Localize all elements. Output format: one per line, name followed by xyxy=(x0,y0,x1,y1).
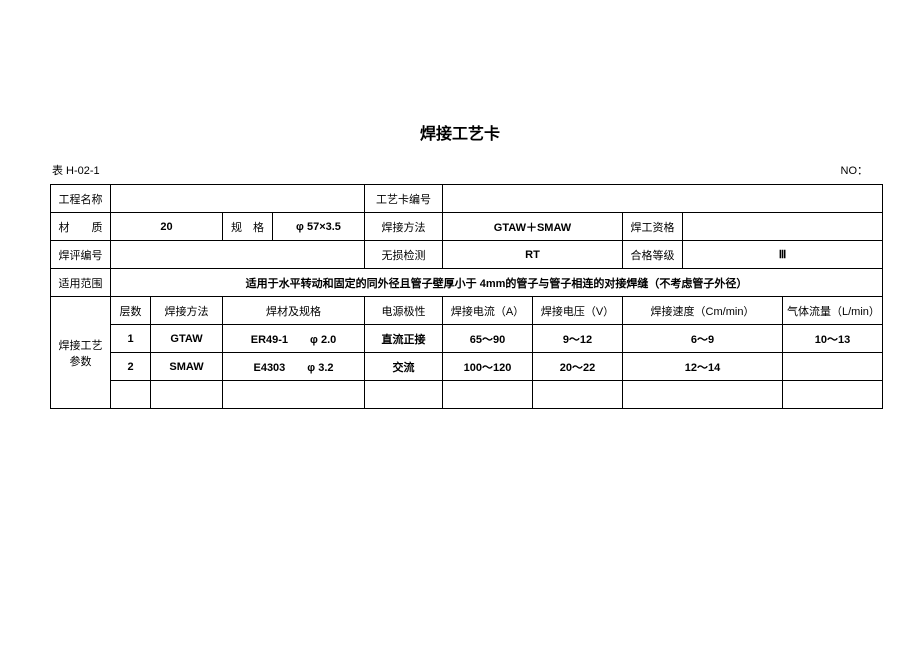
nd-test-value: RT xyxy=(443,241,623,269)
row-material: 材 质 20 规 格 φ 57×3.5 焊接方法 GTAW＋SMAW 焊工资格 xyxy=(51,213,883,241)
p2-method: SMAW xyxy=(151,353,223,381)
p1-current: 65～90 xyxy=(443,325,533,353)
row-param-header: 焊接工艺参数 层数 焊接方法 焊材及规格 电源极性 焊接电流（A） 焊接电压（V… xyxy=(51,297,883,325)
pe-method xyxy=(151,381,223,409)
pass-grade-label: 合格等级 xyxy=(623,241,683,269)
pe-gas-flow xyxy=(783,381,883,409)
row-eval: 焊评编号 无损检测 RT 合格等级 Ⅲ xyxy=(51,241,883,269)
hdr-method: 焊接方法 xyxy=(151,297,223,325)
spec-label: 规 格 xyxy=(223,213,273,241)
pass-grade-value: Ⅲ xyxy=(683,241,883,269)
scope-label: 适用范围 xyxy=(51,269,111,297)
p1-voltage: 9～12 xyxy=(533,325,623,353)
p1-speed: 6～9 xyxy=(623,325,783,353)
welder-qual-value xyxy=(683,213,883,241)
p2-speed: 12～14 xyxy=(623,353,783,381)
table-code: 表 H-02-1 xyxy=(52,162,100,178)
meta-row: 表 H-02-1 NO： xyxy=(50,162,870,178)
hdr-polarity: 电源极性 xyxy=(365,297,443,325)
p1-layer: 1 xyxy=(111,325,151,353)
hdr-current: 焊接电流（A） xyxy=(443,297,533,325)
pe-polarity xyxy=(365,381,443,409)
hdr-gas-flow: 气体流量（L/min） xyxy=(783,297,883,325)
row-project: 工程名称 工艺卡编号 xyxy=(51,185,883,213)
welder-qual-label: 焊工资格 xyxy=(623,213,683,241)
pe-current xyxy=(443,381,533,409)
weld-method-label: 焊接方法 xyxy=(365,213,443,241)
doc-title: 焊接工艺卡 xyxy=(50,120,870,144)
row-param-2: 2 SMAW E4303 φ 3.2 交流 100～120 20～22 12～1… xyxy=(51,353,883,381)
hdr-material-spec: 焊材及规格 xyxy=(223,297,365,325)
p1-material-spec: ER49-1 φ 2.0 xyxy=(223,325,365,353)
pe-voltage xyxy=(533,381,623,409)
project-name-label: 工程名称 xyxy=(51,185,111,213)
material-value: 20 xyxy=(111,213,223,241)
p2-current: 100～120 xyxy=(443,353,533,381)
pe-layer xyxy=(111,381,151,409)
param-group-label: 焊接工艺参数 xyxy=(51,297,111,409)
weld-method-value: GTAW＋SMAW xyxy=(443,213,623,241)
material-label: 材 质 xyxy=(51,213,111,241)
weld-eval-value xyxy=(111,241,365,269)
no-label: NO： xyxy=(841,162,869,178)
hdr-speed: 焊接速度（Cm/min） xyxy=(623,297,783,325)
spec-value: φ 57×3.5 xyxy=(273,213,365,241)
project-name-value xyxy=(111,185,365,213)
p2-polarity: 交流 xyxy=(365,353,443,381)
process-table: 工程名称 工艺卡编号 材 质 20 规 格 φ 57×3.5 焊接方法 GTAW… xyxy=(50,184,883,409)
p2-voltage: 20～22 xyxy=(533,353,623,381)
p2-material-spec: E4303 φ 3.2 xyxy=(223,353,365,381)
pe-speed xyxy=(623,381,783,409)
p1-method: GTAW xyxy=(151,325,223,353)
weld-eval-label: 焊评编号 xyxy=(51,241,111,269)
hdr-voltage: 焊接电压（V） xyxy=(533,297,623,325)
card-no-value xyxy=(443,185,883,213)
hdr-layer: 层数 xyxy=(111,297,151,325)
scope-value: 适用于水平转动和固定的同外径且管子壁厚小于 4mm的管子与管子相连的对接焊缝（不… xyxy=(111,269,883,297)
card-no-label: 工艺卡编号 xyxy=(365,185,443,213)
p1-polarity: 直流正接 xyxy=(365,325,443,353)
row-scope: 适用范围 适用于水平转动和固定的同外径且管子壁厚小于 4mm的管子与管子相连的对… xyxy=(51,269,883,297)
p2-layer: 2 xyxy=(111,353,151,381)
row-param-1: 1 GTAW ER49-1 φ 2.0 直流正接 65～90 9～12 6～9 … xyxy=(51,325,883,353)
p2-gas-flow xyxy=(783,353,883,381)
p1-gas-flow: 10～13 xyxy=(783,325,883,353)
row-param-empty xyxy=(51,381,883,409)
pe-material-spec xyxy=(223,381,365,409)
nd-test-label: 无损检测 xyxy=(365,241,443,269)
